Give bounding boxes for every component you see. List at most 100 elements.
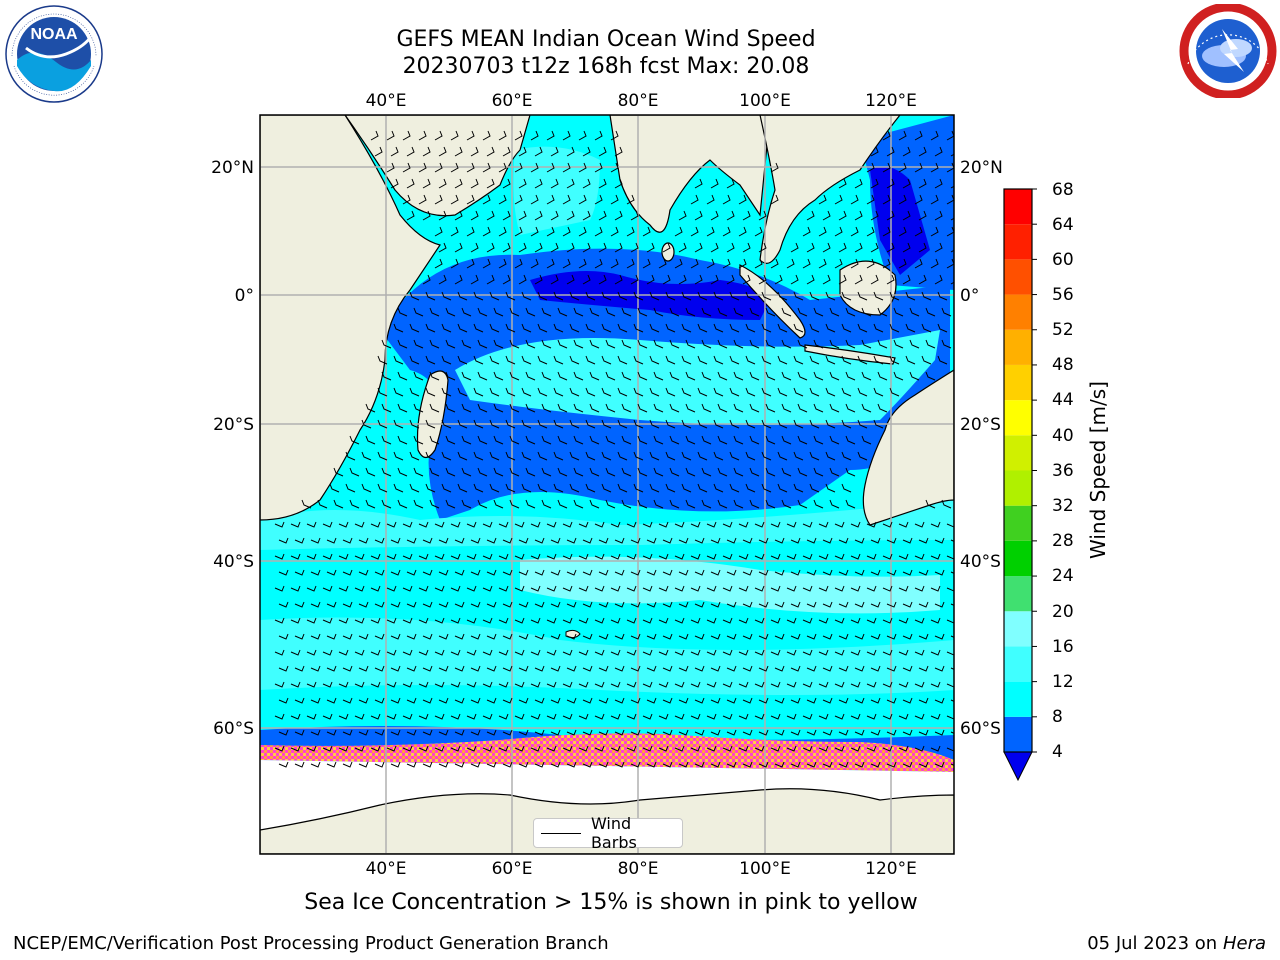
wind-barb xyxy=(441,355,452,365)
wind-barb xyxy=(578,649,589,656)
wind-barb xyxy=(454,729,465,736)
colorbar-tick: 56 xyxy=(1052,285,1074,305)
wind-barb xyxy=(681,291,692,301)
wind-barb xyxy=(633,451,644,461)
wind-barb xyxy=(525,467,536,477)
wind-band-south-2 xyxy=(520,556,940,614)
wind-barb xyxy=(610,226,619,237)
wind-barb xyxy=(658,553,669,560)
wind-barb xyxy=(326,569,337,576)
wind-barb xyxy=(486,633,497,640)
top-lon-label: 120°E xyxy=(865,91,917,111)
wind-barb xyxy=(589,467,600,477)
wind-barb xyxy=(466,194,475,205)
wind-barb xyxy=(514,713,525,720)
wind-barb xyxy=(598,729,609,736)
wind-barb xyxy=(365,467,376,477)
wind-barb xyxy=(621,339,632,349)
wind-barb xyxy=(397,499,408,509)
wind-barb xyxy=(482,162,491,173)
wind-barb xyxy=(818,258,827,269)
wind-barb xyxy=(557,499,568,509)
wind-barb xyxy=(870,210,879,221)
wind-barb xyxy=(338,745,349,752)
wind-barb xyxy=(294,537,305,544)
wind-barb xyxy=(626,617,637,624)
wind-barb xyxy=(909,307,920,317)
wind-barb xyxy=(562,130,571,141)
wind-barb xyxy=(706,745,717,752)
wind-barb xyxy=(706,617,717,624)
wind-barb xyxy=(646,633,657,640)
wind-barb xyxy=(829,435,840,445)
wind-barb xyxy=(630,569,641,576)
wind-barb xyxy=(402,585,413,592)
wind-barb xyxy=(642,553,653,560)
wind-barb xyxy=(838,210,847,221)
wind-barb xyxy=(841,387,852,397)
wind-barb xyxy=(482,713,493,720)
wind-barb xyxy=(573,307,584,317)
wind-barb xyxy=(690,194,699,205)
wind-barb xyxy=(409,323,420,333)
wind-barb xyxy=(413,467,424,477)
wind-barb xyxy=(461,339,472,349)
wind-barb xyxy=(601,483,612,493)
colorbar-band xyxy=(1004,364,1032,401)
wind-barb xyxy=(934,633,945,640)
wind-barb xyxy=(541,403,552,413)
wind-barb xyxy=(370,521,381,528)
wind-barb xyxy=(726,729,737,736)
wind-barb xyxy=(461,467,472,477)
right-lat-label: 20°S xyxy=(960,415,1001,435)
right-lat-label: 20°N xyxy=(960,158,1003,178)
wind-barb xyxy=(557,467,568,477)
wind-barb xyxy=(470,146,479,157)
wind-barb xyxy=(601,355,612,365)
wind-barb xyxy=(758,633,769,640)
wind-barb xyxy=(534,242,543,253)
wind-barb xyxy=(582,537,593,544)
wind-barb xyxy=(886,537,897,544)
wind-barb xyxy=(678,601,689,608)
wind-barb xyxy=(306,521,317,528)
wind-barb xyxy=(902,537,913,544)
wind-barb xyxy=(802,745,813,752)
wind-barb xyxy=(758,601,769,608)
wind-barb xyxy=(818,681,829,688)
wind-barb xyxy=(761,387,772,397)
wind-barb xyxy=(374,697,385,704)
wind-barb xyxy=(617,355,628,365)
wind-barb xyxy=(841,291,852,301)
wind-barb xyxy=(870,633,881,640)
wind-barb xyxy=(582,569,593,576)
wind-barb xyxy=(438,210,447,221)
wind-barb xyxy=(902,274,911,285)
wind-barb xyxy=(930,585,941,592)
wind-barb xyxy=(406,697,417,704)
wind-barb xyxy=(653,403,664,413)
wind-barb xyxy=(566,633,577,640)
wind-barb xyxy=(390,146,399,157)
wind-barb xyxy=(882,745,893,752)
wind-barb xyxy=(614,761,625,768)
wind-barb xyxy=(665,451,676,461)
wind-barb xyxy=(377,451,388,461)
wind-barb xyxy=(946,130,954,141)
wind-barb xyxy=(338,681,349,688)
wind-barb xyxy=(745,387,756,397)
madagascar xyxy=(416,370,449,459)
wind-barb xyxy=(626,745,637,752)
wind-barb xyxy=(457,323,468,333)
wind-barb xyxy=(870,242,879,253)
wind-barb xyxy=(274,521,285,528)
wind-barb xyxy=(806,633,817,640)
wind-barb xyxy=(809,291,820,301)
wind-barb xyxy=(482,617,493,624)
wind-barb xyxy=(537,419,548,429)
wind-barb xyxy=(294,633,305,640)
colorbar-band xyxy=(1004,400,1032,436)
wind-barb xyxy=(397,435,408,445)
wind-barb xyxy=(729,291,740,301)
